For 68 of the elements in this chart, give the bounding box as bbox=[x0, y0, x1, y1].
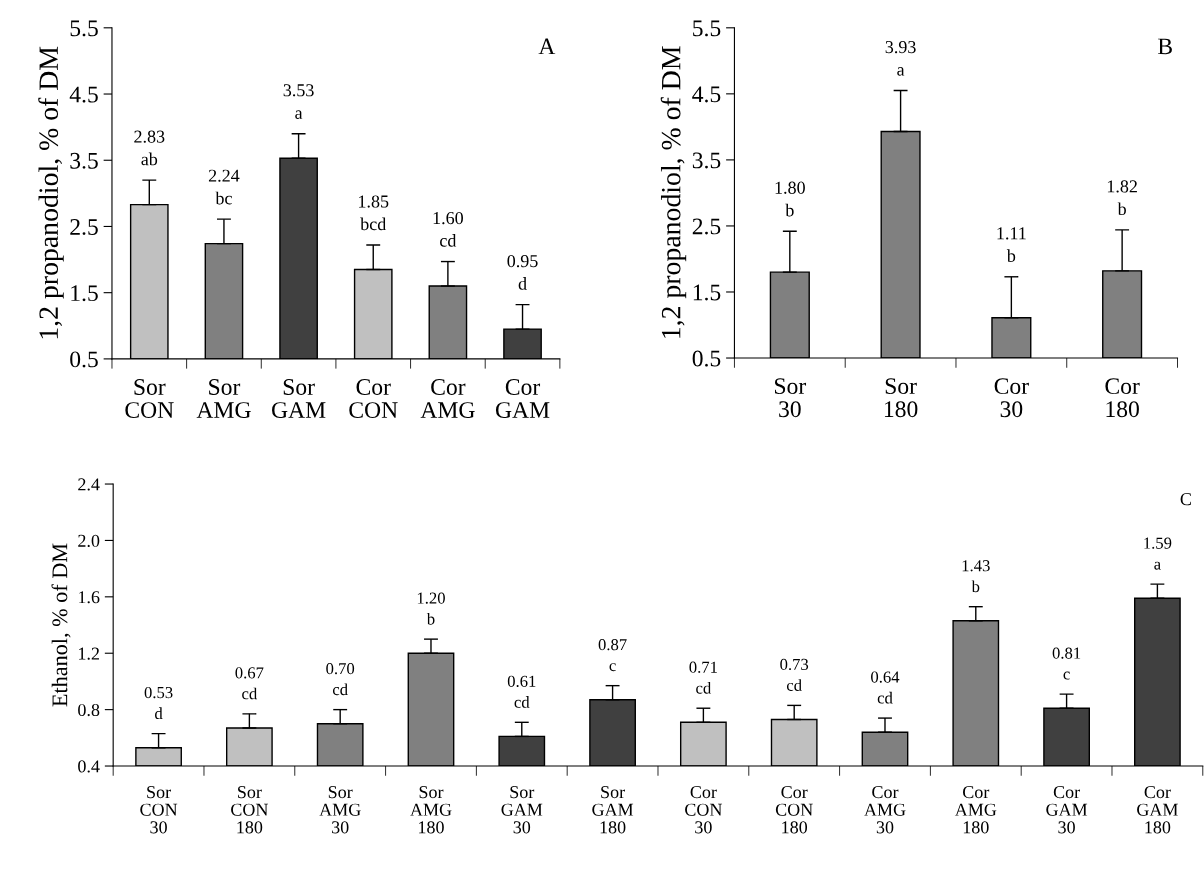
data-label: 1.43 b bbox=[962, 560, 990, 593]
x-tick-label: Cor GAM 30 bbox=[1046, 786, 1088, 834]
x-tick-label: Sor GAM bbox=[272, 379, 326, 419]
y-tick-label: 0.8 bbox=[78, 703, 100, 717]
data-label: 0.95 d bbox=[507, 255, 538, 290]
x-tick-label: Cor 180 bbox=[1105, 378, 1140, 418]
data-label: 1.11 b bbox=[997, 227, 1026, 263]
x-tick-label: Sor AMG bbox=[196, 379, 251, 419]
x-tick-label: Sor 180 bbox=[884, 378, 918, 418]
data-label: 1.20 b bbox=[417, 592, 445, 625]
x-tick-label: Cor AMG 180 bbox=[954, 786, 997, 834]
y-tick-label: 0.4 bbox=[78, 760, 100, 773]
data-label: 0.70 cd bbox=[326, 662, 355, 696]
data-label: 0.71 cd bbox=[689, 661, 717, 694]
x-tick-label: Sor AMG 30 bbox=[319, 786, 361, 834]
x-tick-label: Cor 30 bbox=[994, 378, 1029, 418]
x-tick-label: Sor GAM 180 bbox=[592, 786, 634, 834]
x-tick-label: Sor CON bbox=[125, 379, 174, 419]
x-tick-label: Sor CON 180 bbox=[231, 786, 269, 834]
x-tick-label: Cor CON 30 bbox=[685, 786, 723, 834]
y-tick-label: 0.5 bbox=[70, 351, 98, 368]
y-tick-label: 5.5 bbox=[693, 20, 721, 37]
y-tick-label: 2.5 bbox=[692, 218, 721, 235]
y-tick-label: 3.5 bbox=[70, 152, 98, 169]
data-label: 0.64 cd bbox=[871, 671, 900, 704]
y-tick-label: 3.5 bbox=[692, 152, 721, 169]
y-tick-label: 1.5 bbox=[71, 285, 98, 302]
chart-title: A bbox=[538, 38, 556, 55]
data-label: 1.60 cd bbox=[433, 211, 463, 247]
data-label: 1.85 bcd bbox=[359, 195, 389, 231]
data-label: 0.73 cd bbox=[780, 658, 809, 691]
data-label: 3.93 a bbox=[885, 41, 916, 76]
chart-title: C bbox=[1180, 493, 1191, 506]
data-label: 0.81 c bbox=[1052, 647, 1081, 680]
data-label: 0.61 cd bbox=[507, 675, 536, 708]
data-label: 1.59 a bbox=[1144, 537, 1172, 570]
x-tick-label: Cor CON 180 bbox=[775, 786, 813, 834]
x-tick-label: Cor AMG 30 bbox=[864, 786, 906, 834]
data-label: 2.24 bc bbox=[208, 169, 240, 205]
data-label: 1.80 b bbox=[775, 181, 805, 217]
data-label: 1.82 b bbox=[1107, 180, 1137, 216]
chart-title: B bbox=[1158, 38, 1172, 55]
y-tick-label: 2.4 bbox=[78, 478, 100, 491]
x-tick-label: Cor CON bbox=[349, 379, 398, 419]
y-tick-label: 4.5 bbox=[692, 86, 721, 103]
y-axis-title: Ethanol, % of DM bbox=[51, 543, 71, 707]
data-label: 0.53 d bbox=[144, 686, 173, 720]
y-tick-label: 5.5 bbox=[70, 20, 98, 37]
data-label: 0.67 cd bbox=[235, 667, 264, 700]
y-tick-label: 2.5 bbox=[70, 219, 98, 235]
y-tick-label: 2.0 bbox=[78, 534, 100, 547]
x-tick-label: Cor GAM 180 bbox=[1137, 786, 1178, 834]
y-axis-title: 1,2 propanodiol, % of DM bbox=[660, 46, 687, 338]
y-tick-label: 4.5 bbox=[69, 86, 98, 103]
x-tick-label: Sor GAM 30 bbox=[501, 786, 543, 834]
data-label: 2.83 ab bbox=[134, 130, 165, 166]
y-tick-label: 0.5 bbox=[692, 350, 721, 367]
data-label: 3.53 a bbox=[283, 84, 314, 119]
x-tick-label: Sor CON 30 bbox=[140, 786, 178, 834]
y-tick-label: 1.5 bbox=[693, 284, 721, 301]
data-label: 0.87 c bbox=[598, 639, 627, 672]
y-tick-label: 1.6 bbox=[79, 591, 100, 604]
x-tick-label: Sor 30 bbox=[775, 378, 807, 418]
y-tick-label: 1.2 bbox=[79, 647, 99, 660]
y-axis-title: 1,2 propanodiol, % of DM bbox=[38, 46, 64, 339]
x-tick-label: Cor AMG bbox=[420, 379, 475, 419]
x-tick-label: Cor GAM bbox=[495, 379, 550, 419]
x-tick-label: Sor AMG 180 bbox=[410, 786, 452, 834]
